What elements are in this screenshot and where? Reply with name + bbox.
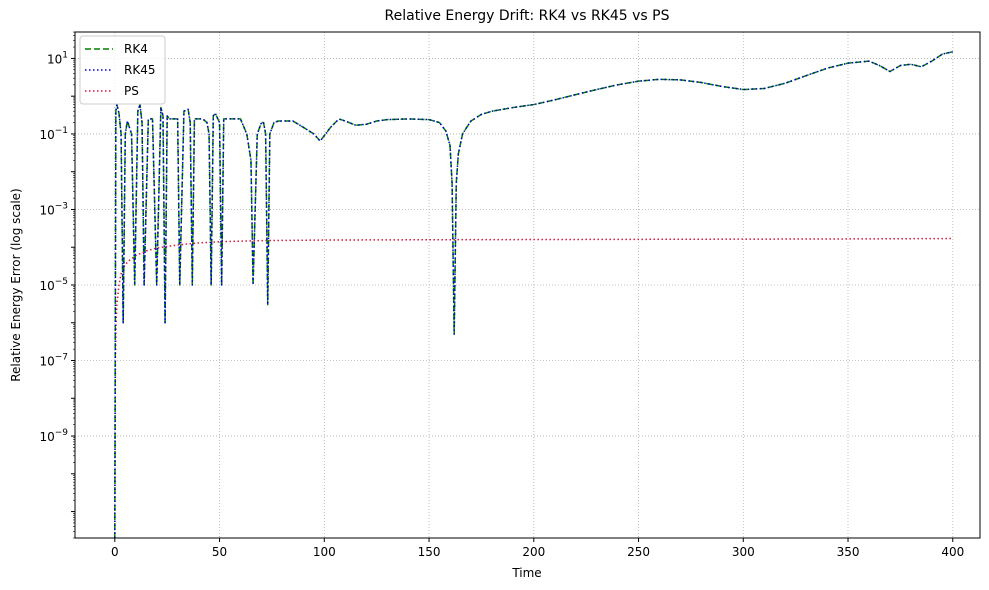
y-axis-title: Relative Energy Error (log scale)	[9, 188, 23, 382]
x-tick-label: 300	[732, 545, 755, 559]
y-tick-label: 10−5	[39, 277, 68, 293]
y-tick-label: 10−7	[39, 353, 68, 369]
x-tick-label: 0	[111, 545, 119, 559]
x-tick-label: 250	[627, 545, 650, 559]
y-tick-label: 10−3	[39, 201, 68, 217]
series-lines	[114, 51, 953, 539]
y-tick-label: 10−9	[39, 428, 68, 444]
x-axis: 0 50 100 150 200 250 300 350 400	[111, 538, 964, 559]
y-axis: 10−9 10−7 10−5 10−3 10−1 101	[39, 31, 75, 539]
chart-title: Relative Energy Drift: RK4 vs RK45 vs PS	[385, 8, 670, 24]
x-tick-label: 200	[522, 545, 545, 559]
series-line-rk4	[114, 51, 953, 539]
x-tick-label: 150	[418, 545, 441, 559]
x-tick-label: 50	[212, 545, 227, 559]
legend: RK4 RK45 PS	[79, 35, 166, 105]
legend-label-ps: PS	[124, 84, 139, 98]
x-tick-label: 350	[837, 545, 860, 559]
legend-label-rk45: RK45	[124, 63, 155, 77]
legend-label-rk4: RK4	[124, 42, 148, 56]
grid	[75, 32, 980, 538]
y-tick-label: 10−1	[39, 126, 68, 142]
x-axis-title: Time	[511, 566, 541, 580]
legend-box	[79, 35, 166, 105]
series-line-ps	[114, 237, 953, 539]
y-tick-label: 101	[47, 50, 68, 66]
x-tick-label: 400	[941, 545, 964, 559]
x-tick-label: 100	[313, 545, 336, 559]
